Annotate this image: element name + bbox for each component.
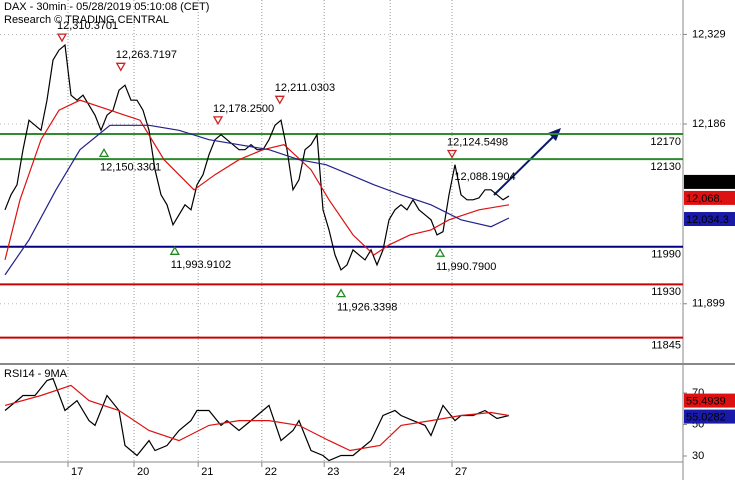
price-tag [684, 212, 735, 227]
price-tag [684, 409, 735, 424]
price-tag-label: 12,034.3 [686, 214, 729, 226]
low-label: 11,926.3398 [337, 302, 397, 314]
x-tick-label: 23 [327, 466, 339, 478]
high-label: 12,124.5498 [447, 136, 508, 148]
low-label: 11,993.9102 [171, 259, 231, 271]
high-marker [56, 33, 68, 43]
price-tag [684, 393, 735, 408]
level-label: 12130 [650, 161, 681, 173]
price-tag-label: 12,068. [686, 193, 723, 205]
x-tick-label: 24 [393, 466, 405, 478]
high-label: 12,211.0303 [275, 82, 335, 94]
series-line [4, 43, 510, 271]
series-line [4, 124, 510, 276]
x-tick-label: 21 [201, 466, 213, 478]
high-marker [274, 95, 285, 105]
price-tag [684, 190, 735, 205]
y-tick-label: 30 [692, 450, 704, 462]
low-marker [98, 148, 110, 157]
x-tick-label: 27 [455, 466, 467, 478]
chart-title: DAX - 30min - 05/28/2019 05:10:08 (CET) [4, 1, 209, 13]
y-tick-label: 12,329 [692, 28, 726, 40]
low-marker [335, 288, 347, 298]
high-label: 12,178.2500 [213, 103, 274, 115]
level-label: 12170 [650, 136, 681, 148]
series-line [4, 384, 510, 452]
level-label: 11990 [651, 249, 681, 261]
price-tag-label: 55.0282 [686, 411, 726, 423]
y-tick-label: 11,899 [692, 298, 725, 310]
level-label: 11845 [651, 339, 681, 351]
x-tick-label: 22 [265, 466, 277, 478]
high-label: 12,310.3701 [57, 20, 118, 32]
price-tag-label: 12,071.2 [686, 177, 729, 189]
series-line [4, 99, 510, 261]
level-label: 11930 [651, 286, 681, 298]
y-tick-label: 12,186 [692, 118, 726, 130]
price-tag-label: 55.4939 [686, 395, 726, 407]
low-label: 12,150.3301 [100, 161, 161, 173]
series-line [4, 377, 510, 462]
price-tag [684, 174, 735, 189]
x-tick-label: 17 [71, 466, 83, 478]
x-tick-label: 20 [137, 466, 149, 478]
high-marker [446, 149, 458, 159]
low-marker [169, 246, 180, 255]
low-marker [434, 247, 446, 257]
low-label: 11,990.7900 [436, 261, 496, 273]
high-marker [115, 62, 126, 72]
chart-subtitle: Research © TRADING CENTRAL [4, 14, 169, 26]
high-label: 12,263.7197 [116, 49, 177, 61]
high-marker [212, 116, 224, 126]
rsi-title: RSI14 - 9MA [4, 368, 68, 380]
note-label: 12,088.1904 [454, 171, 515, 183]
